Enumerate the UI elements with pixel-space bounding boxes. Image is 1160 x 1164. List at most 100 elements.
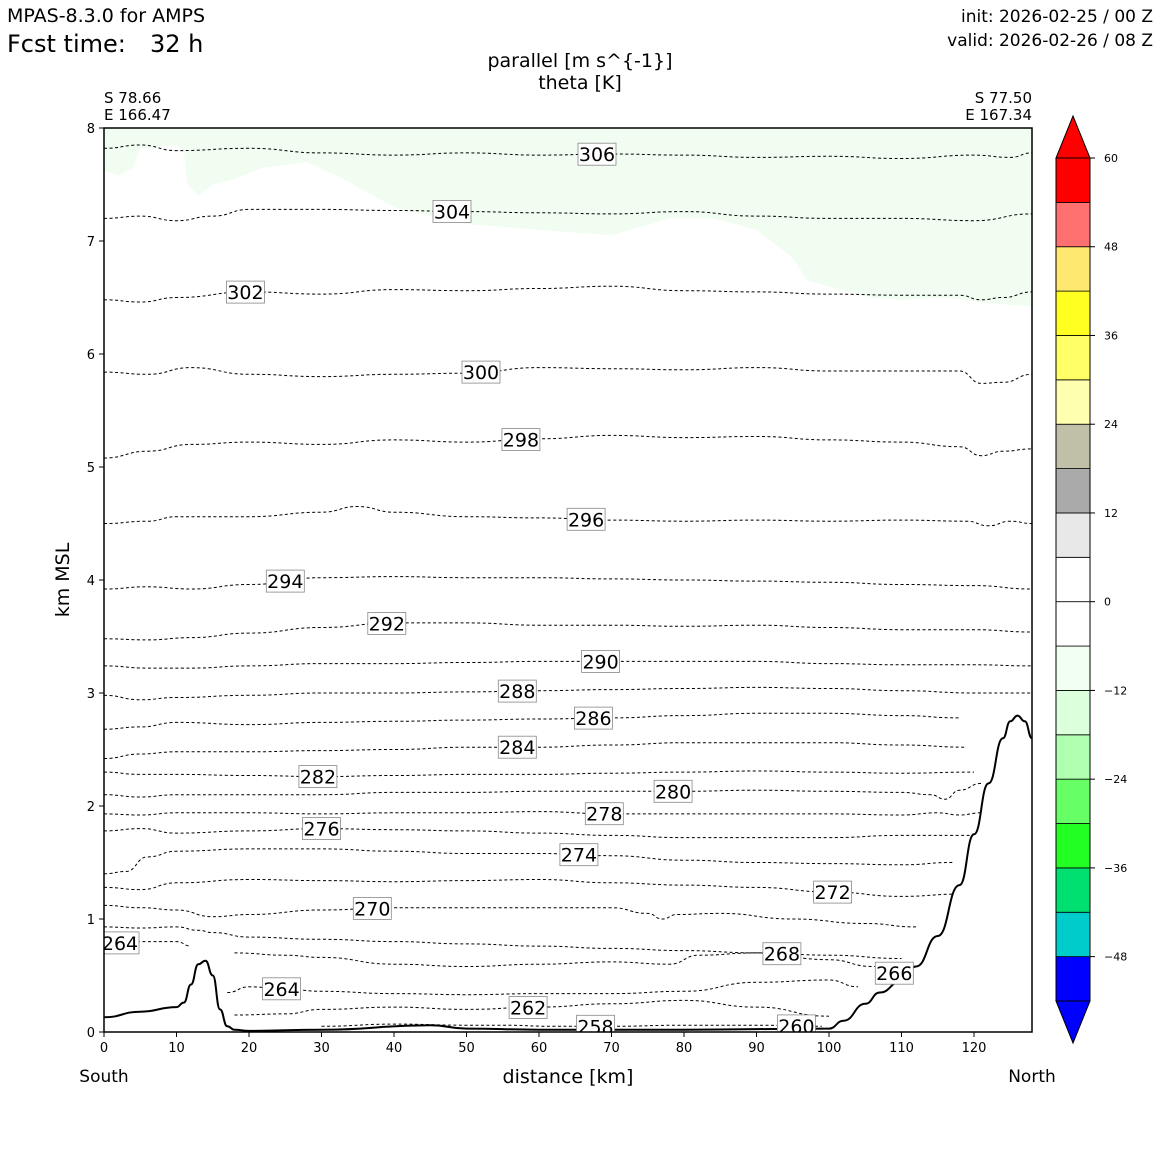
colorbar-tick-label-0: −48: [1104, 951, 1127, 964]
x-tick-label-0: 0: [100, 1041, 108, 1056]
colorbar-segment-16: [1055, 246, 1091, 292]
x-axis-label: distance [km]: [503, 1066, 634, 1088]
model-title: MPAS-8.3.0 for AMPS: [7, 5, 205, 27]
theta-contour-262-23: [234, 999, 830, 1017]
fcst-label: Fcst time:: [7, 30, 126, 58]
colorbar-segment-3: [1055, 823, 1091, 869]
theta-contour-270-18: [104, 904, 917, 928]
theta-label-text: 264: [263, 979, 299, 1001]
theta-label-text: 270: [354, 898, 390, 920]
theta-label-box: [577, 142, 617, 166]
right-endpoint-lon: E 167.34: [965, 106, 1032, 124]
theta-label-306-0: 306: [577, 142, 617, 166]
colorbar-segment-6: [1055, 690, 1091, 736]
theta-label-text: 262: [510, 998, 546, 1020]
x-tick-label-50: 50: [458, 1041, 475, 1056]
theta-label-box: [576, 1014, 615, 1032]
theta-contour-284-11: [104, 742, 967, 759]
theta-label-box: [653, 779, 693, 803]
theta-contour-306-0: [104, 144, 1032, 160]
theta-label-box: [302, 817, 341, 840]
y-tick-label-5: 5: [87, 461, 95, 476]
colorbar-frame: [1055, 157, 1091, 1002]
colorbar-tick-label-5: 12: [1104, 507, 1118, 520]
theta-label-262-23: 262: [508, 996, 548, 1020]
theta-contour-300-3: [104, 367, 1032, 384]
x-tick-label-40: 40: [386, 1041, 403, 1056]
theta-contour-278-14: [104, 811, 982, 816]
colorbar-tick-label-7: 36: [1104, 329, 1118, 342]
theta-label-304-1: 304: [432, 199, 472, 223]
theta-label-text: 286: [575, 708, 611, 730]
y-tick-label-0: 0: [87, 1026, 95, 1041]
colorbar-segment-12: [1055, 423, 1091, 469]
theta-contour-296-5: [104, 505, 1032, 527]
theta-label-text: 298: [503, 430, 539, 452]
theta-label-text: 264: [102, 933, 138, 955]
theta-label-box: [265, 569, 305, 593]
plot-area: 3063043023002982962942922902882862842822…: [87, 122, 1033, 1056]
y-tick-label-3: 3: [87, 687, 95, 702]
colorbar-tick-label-1: −36: [1104, 862, 1127, 875]
x-tick-label-10: 10: [168, 1041, 185, 1056]
theta-contour-276-15: [104, 828, 974, 839]
theta-label-text: 296: [568, 509, 604, 531]
theta-label-box: [461, 360, 501, 384]
x-tick-label-20: 20: [241, 1041, 258, 1056]
theta-label-298-4: 298: [501, 428, 541, 452]
theta-label-text: 276: [303, 819, 339, 841]
theta-label-box: [225, 280, 265, 304]
theta-label-box: [566, 507, 606, 531]
theta-label-270-18: 270: [352, 897, 392, 920]
x-tick-label-60: 60: [531, 1041, 548, 1056]
theta-label-268-19: 268: [762, 942, 802, 966]
theta-label-text: 292: [369, 613, 405, 635]
x-tick-label-80: 80: [676, 1041, 693, 1056]
theta-label-box: [352, 897, 392, 920]
theta-label-text: 280: [655, 781, 691, 803]
theta-label-text: 304: [434, 201, 470, 223]
theta-contour-264-22: [227, 979, 859, 996]
theta-label-286-10: 286: [574, 706, 613, 730]
theta-label-text: 282: [300, 767, 336, 789]
theta-label-284-11: 284: [497, 735, 537, 759]
chart-title-line1: parallel [m s^{-1}]: [487, 50, 672, 72]
y-tick-label-4: 4: [87, 574, 95, 589]
colorbar-segment-7: [1055, 645, 1091, 691]
y-axis-label: km MSL: [52, 542, 74, 617]
theta-label-box: [501, 428, 541, 452]
theta-label-box: [298, 765, 338, 788]
x-tick-label-110: 110: [889, 1041, 914, 1056]
x-tick-label-120: 120: [962, 1041, 987, 1056]
theta-label-box: [559, 843, 599, 867]
theta-label-text: 272: [814, 882, 850, 904]
theta-label-264-22: 264: [262, 977, 302, 1001]
left-endpoint-lon: E 166.47: [104, 106, 171, 124]
theta-label-text: 306: [579, 144, 615, 166]
theta-contour-298-4: [104, 434, 1032, 459]
theta-label-text: 290: [582, 651, 618, 673]
x-tick-label-30: 30: [313, 1041, 330, 1056]
theta-contour-274-16: [104, 848, 953, 875]
south-label: South: [79, 1067, 128, 1087]
colorbar-segment-10: [1055, 512, 1091, 558]
colorbar-segment-18: [1055, 157, 1091, 203]
theta-label-box: [497, 679, 537, 703]
theta-label-302-2: 302: [225, 280, 265, 304]
theta-label-box: [432, 199, 472, 223]
theta-label-box: [777, 1014, 816, 1032]
colorbar-segment-13: [1055, 379, 1091, 425]
right-endpoint-lat: S 77.50: [975, 89, 1032, 107]
theta-label-text: 258: [577, 1016, 613, 1038]
theta-label-text: 260: [778, 1016, 814, 1038]
fcst-value: 32 h: [150, 30, 203, 58]
colorbar-under-arrow: [1055, 1000, 1091, 1045]
theta-contour-304-1: [104, 208, 1032, 222]
theta-label-box: [762, 942, 802, 966]
colorbar-tick-label-4: 0: [1104, 596, 1111, 609]
y-tick-label-8: 8: [87, 122, 95, 137]
y-tick-label-7: 7: [87, 235, 95, 250]
theta-label-text: 274: [561, 845, 597, 867]
wind-shading-area: [104, 128, 1032, 307]
colorbar-segment-5: [1055, 734, 1091, 780]
